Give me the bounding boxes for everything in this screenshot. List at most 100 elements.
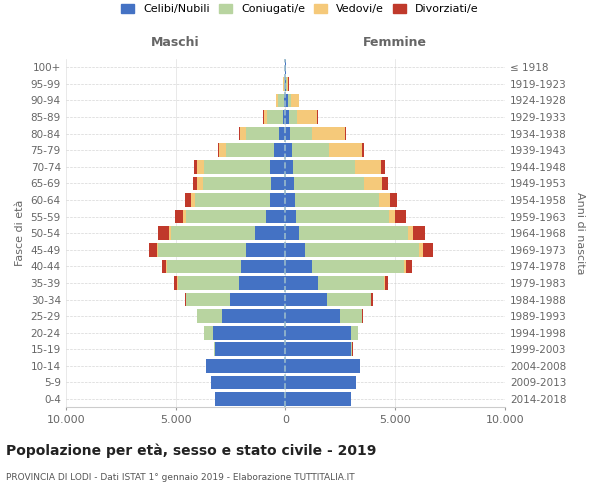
Bar [404, 260, 406, 273]
Bar [287, 94, 291, 108]
Bar [286, 326, 351, 340]
Bar [206, 359, 286, 372]
Bar [291, 94, 299, 108]
Bar [286, 260, 312, 273]
Bar [382, 176, 388, 190]
Bar [286, 243, 305, 256]
Bar [193, 176, 197, 190]
Bar [292, 144, 329, 157]
Bar [239, 127, 241, 140]
Bar [203, 176, 271, 190]
Bar [278, 94, 284, 108]
Text: Maschi: Maschi [151, 36, 200, 49]
Bar [286, 392, 351, 406]
Bar [166, 260, 167, 273]
Bar [384, 276, 385, 289]
Bar [286, 226, 299, 240]
Bar [340, 310, 362, 323]
Bar [267, 110, 283, 124]
Bar [226, 144, 274, 157]
Bar [286, 127, 290, 140]
Bar [175, 210, 183, 224]
Bar [241, 127, 246, 140]
Bar [286, 193, 295, 207]
Bar [218, 144, 220, 157]
Bar [197, 160, 204, 173]
Bar [214, 342, 215, 356]
Bar [286, 144, 292, 157]
Bar [284, 77, 285, 90]
Bar [274, 144, 286, 157]
Bar [195, 193, 270, 207]
Bar [191, 193, 195, 207]
Bar [406, 260, 412, 273]
Bar [355, 160, 381, 173]
Bar [287, 77, 289, 90]
Bar [220, 144, 226, 157]
Bar [286, 160, 293, 173]
Bar [286, 342, 351, 356]
Bar [298, 110, 317, 124]
Bar [286, 292, 327, 306]
Bar [204, 160, 270, 173]
Bar [284, 94, 286, 108]
Bar [286, 94, 287, 108]
Bar [178, 276, 239, 289]
Bar [299, 226, 409, 240]
Bar [194, 160, 197, 173]
Bar [319, 276, 384, 289]
Bar [422, 243, 433, 256]
Bar [167, 260, 241, 273]
Bar [185, 292, 186, 306]
Bar [187, 210, 266, 224]
Bar [215, 342, 286, 356]
Bar [286, 310, 340, 323]
Bar [215, 392, 286, 406]
Bar [286, 276, 319, 289]
Bar [389, 210, 395, 224]
Bar [279, 127, 286, 140]
Bar [385, 276, 388, 289]
Bar [286, 77, 287, 90]
Bar [264, 110, 267, 124]
Bar [351, 342, 352, 356]
Bar [286, 176, 294, 190]
Bar [371, 292, 373, 306]
Bar [204, 326, 213, 340]
Bar [290, 127, 312, 140]
Bar [158, 226, 169, 240]
Bar [351, 326, 358, 340]
Bar [185, 193, 191, 207]
Bar [395, 210, 406, 224]
Bar [230, 292, 286, 306]
Bar [270, 193, 286, 207]
Bar [286, 376, 356, 390]
Bar [286, 359, 360, 372]
Bar [329, 144, 362, 157]
Bar [211, 376, 286, 390]
Bar [362, 310, 363, 323]
Bar [149, 243, 157, 256]
Bar [271, 176, 286, 190]
Bar [221, 310, 286, 323]
Bar [213, 326, 286, 340]
Bar [296, 210, 389, 224]
Bar [379, 193, 390, 207]
Bar [413, 226, 425, 240]
Bar [293, 160, 355, 173]
Bar [157, 243, 158, 256]
Bar [294, 176, 364, 190]
Bar [169, 226, 171, 240]
Bar [197, 176, 203, 190]
Bar [390, 193, 397, 207]
Bar [158, 243, 246, 256]
Y-axis label: Anni di nascita: Anni di nascita [575, 192, 585, 274]
Bar [286, 110, 289, 124]
Bar [187, 292, 230, 306]
Text: PROVINCIA DI LODI - Dati ISTAT 1° gennaio 2019 - Elaborazione TUTTITALIA.IT: PROVINCIA DI LODI - Dati ISTAT 1° gennai… [6, 473, 355, 482]
Bar [246, 127, 279, 140]
Bar [327, 292, 371, 306]
Bar [362, 144, 364, 157]
Legend: Celibi/Nubili, Coniugati/e, Vedovi/e, Divorziati/e: Celibi/Nubili, Coniugati/e, Vedovi/e, Di… [118, 0, 482, 18]
Bar [266, 210, 286, 224]
